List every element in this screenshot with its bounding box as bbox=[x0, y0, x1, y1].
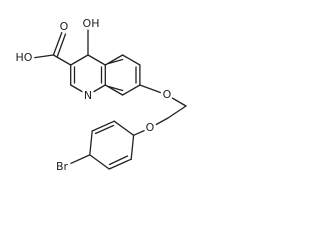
bond bbox=[70, 84, 89, 96]
bond bbox=[108, 158, 132, 170]
double-bond bbox=[56, 33, 67, 57]
bond bbox=[167, 105, 187, 119]
atom-label: Br bbox=[56, 160, 69, 173]
bonds bbox=[31, 29, 187, 170]
double-bond bbox=[107, 58, 124, 65]
structure-diagram: HO O OH N O O Br bbox=[13, 15, 187, 176]
bond bbox=[149, 117, 169, 129]
bond bbox=[89, 154, 110, 170]
bond bbox=[52, 54, 72, 66]
bond bbox=[87, 54, 106, 66]
bond bbox=[67, 154, 91, 166]
bond bbox=[139, 84, 168, 96]
bond bbox=[121, 54, 141, 66]
bond bbox=[91, 120, 115, 132]
atom-labels: HO O OH N O O Br bbox=[13, 15, 174, 176]
double-bond bbox=[108, 155, 129, 166]
bond bbox=[87, 84, 106, 96]
bond bbox=[132, 127, 151, 136]
double-bond bbox=[94, 124, 115, 135]
bond bbox=[89, 130, 93, 156]
bond bbox=[166, 94, 187, 107]
double-bond bbox=[107, 85, 124, 92]
atom-label: O bbox=[163, 88, 172, 101]
atom-label: N bbox=[84, 89, 92, 102]
atom-label: OH bbox=[83, 17, 100, 30]
atom-label: O bbox=[60, 20, 69, 33]
bond bbox=[121, 84, 141, 96]
bond bbox=[70, 54, 89, 66]
bond bbox=[113, 120, 135, 136]
bond bbox=[31, 54, 55, 59]
atom-label: HO bbox=[16, 51, 33, 64]
bond bbox=[130, 134, 135, 160]
atom-label: O bbox=[146, 121, 155, 134]
bond bbox=[52, 31, 63, 56]
